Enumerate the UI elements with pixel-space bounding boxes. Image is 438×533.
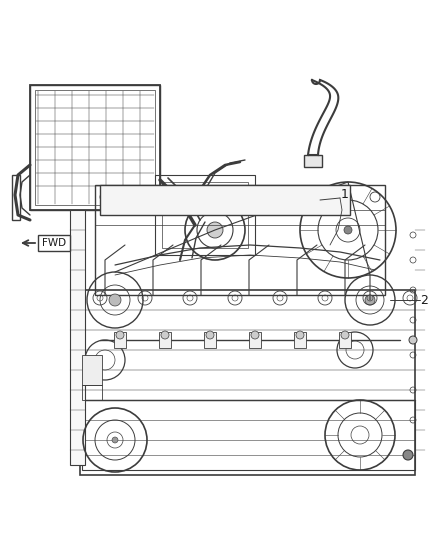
Circle shape [116,331,124,339]
Bar [80,290,415,475]
Circle shape [207,222,223,238]
FancyBboxPatch shape [38,235,70,251]
Bar [30,85,160,210]
Bar [95,185,385,295]
Bar [35,90,155,205]
Circle shape [296,331,304,339]
Circle shape [206,331,214,339]
Circle shape [409,336,417,344]
Text: FWD: FWD [42,238,66,248]
Bar [82,355,102,385]
Bar [204,332,216,348]
Circle shape [251,331,259,339]
Bar [304,155,322,167]
Bar [249,332,261,348]
Circle shape [109,294,121,306]
Bar [82,385,102,400]
Circle shape [344,226,352,234]
Bar [155,175,255,255]
Bar [162,182,248,248]
Bar [70,210,85,465]
Bar [12,175,20,220]
Bar [294,332,306,348]
Circle shape [161,331,169,339]
Circle shape [403,450,413,460]
Bar [100,185,350,215]
Bar [30,85,160,210]
Text: 2: 2 [420,294,428,306]
Circle shape [341,331,349,339]
Bar [114,332,126,348]
Circle shape [112,437,118,443]
Bar [159,332,171,348]
Bar [339,332,351,348]
Text: 1: 1 [341,189,349,201]
Bar [82,400,415,470]
Circle shape [365,295,375,305]
